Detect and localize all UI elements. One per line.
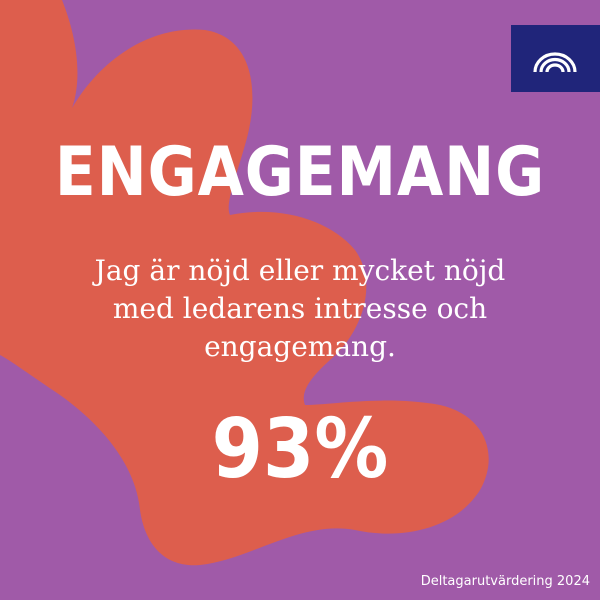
brand-logo <box>511 25 600 92</box>
statement-line-2: med ledarens intresse och <box>112 292 488 325</box>
statement-line-3: engagemang. <box>204 330 396 363</box>
rainbow-arcs-logo-icon <box>533 52 577 73</box>
result-percentage: 93% <box>211 402 389 497</box>
headline-title: ENGAGEMANG <box>54 133 546 212</box>
survey-statement: Jag är nöjd eller mycket nöjd med ledare… <box>60 252 540 366</box>
statement-line-1: Jag är nöjd eller mycket nöjd <box>94 254 506 287</box>
source-footer: Deltagarutvärdering 2024 <box>420 574 590 589</box>
